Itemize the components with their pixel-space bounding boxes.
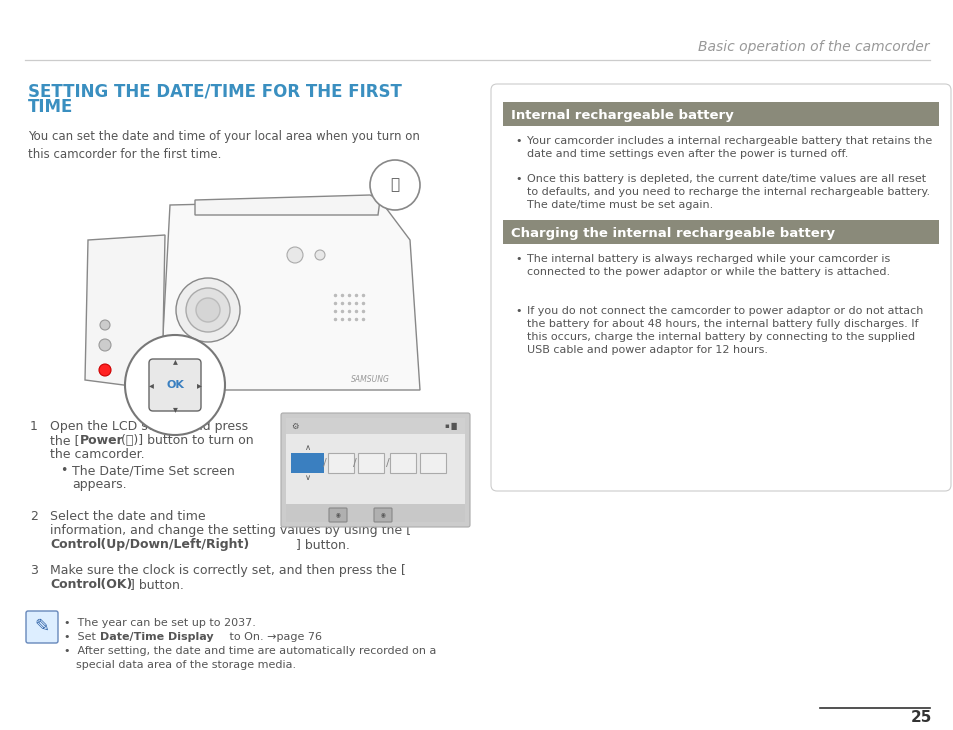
Text: USB cable and power adaptor for 12 hours.: USB cable and power adaptor for 12 hours…: [526, 345, 767, 355]
Circle shape: [99, 339, 111, 351]
Bar: [502, 220, 938, 244]
Text: date and time settings even after the power is turned off.: date and time settings even after the po…: [526, 149, 847, 159]
Text: ▸: ▸: [196, 380, 201, 390]
Text: SETTING THE DATE/TIME FOR THE FIRST: SETTING THE DATE/TIME FOR THE FIRST: [28, 82, 401, 100]
Text: If you do not connect the camcorder to power adaptor or do not attach: If you do not connect the camcorder to p…: [526, 306, 923, 316]
Text: •  The year can be set up to 2037.: • The year can be set up to 2037.: [64, 618, 255, 628]
Text: Basic operation of the camcorder: Basic operation of the camcorder: [698, 40, 929, 54]
Bar: [286, 418, 464, 434]
Circle shape: [287, 247, 303, 263]
Circle shape: [314, 250, 325, 260]
Text: OK: OK: [166, 380, 184, 390]
Text: connected to the power adaptor or while the battery is attached.: connected to the power adaptor or while …: [526, 267, 889, 277]
Text: special data area of the storage media.: special data area of the storage media.: [76, 660, 295, 670]
Text: TIME: TIME: [28, 98, 73, 116]
Text: the battery for about 48 hours, the internal battery fully discharges. If: the battery for about 48 hours, the inte…: [526, 319, 918, 329]
Text: •  After setting, the date and time are automatically recorded on a: • After setting, the date and time are a…: [64, 646, 436, 656]
Text: ∨: ∨: [304, 474, 311, 483]
Text: Once this battery is depleted, the current date/time values are all reset: Once this battery is depleted, the curre…: [526, 174, 925, 184]
Bar: [328, 453, 354, 473]
Text: ◉: ◉: [335, 512, 340, 518]
Polygon shape: [85, 235, 165, 390]
Text: this occurs, charge the internal battery by connecting to the supplied: this occurs, charge the internal battery…: [526, 332, 914, 342]
Circle shape: [370, 160, 419, 210]
Text: Select the date and time: Select the date and time: [50, 510, 206, 523]
Text: (Up/Down/Left/Right): (Up/Down/Left/Right): [96, 538, 249, 551]
Text: to defaults, and you need to recharge the internal rechargeable battery.: to defaults, and you need to recharge th…: [526, 187, 929, 197]
Circle shape: [100, 320, 110, 330]
Text: •: •: [60, 464, 68, 477]
Bar: [419, 453, 446, 473]
Bar: [291, 453, 324, 473]
Text: 1: 1: [30, 420, 38, 433]
Text: 25: 25: [910, 710, 931, 726]
Text: Open the LCD screen and press: Open the LCD screen and press: [50, 420, 248, 433]
Text: ◉: ◉: [380, 512, 385, 518]
Text: ∧: ∧: [304, 444, 311, 453]
Text: 3: 3: [30, 564, 38, 577]
Text: Make sure the clock is correctly set, and then press the [: Make sure the clock is correctly set, an…: [50, 564, 405, 577]
Text: appears.: appears.: [71, 478, 127, 491]
Text: You can set the date and time of your local area when you turn on
this camcorder: You can set the date and time of your lo…: [28, 130, 419, 161]
Text: 2: 2: [30, 510, 38, 523]
Text: Control: Control: [50, 578, 101, 591]
Text: SAMSUNG: SAMSUNG: [351, 375, 390, 385]
Circle shape: [99, 364, 111, 376]
Text: the camcorder.: the camcorder.: [50, 448, 145, 461]
Bar: [502, 102, 938, 126]
Text: Power: Power: [80, 434, 124, 447]
Text: ▾: ▾: [172, 404, 177, 414]
Bar: [286, 418, 464, 522]
Text: Internal rechargeable battery: Internal rechargeable battery: [511, 109, 733, 121]
Text: Control: Control: [50, 538, 101, 551]
Text: /: /: [386, 458, 390, 468]
Text: ⏻: ⏻: [390, 177, 399, 193]
Text: (OK): (OK): [96, 578, 132, 591]
Circle shape: [125, 335, 225, 435]
FancyBboxPatch shape: [281, 413, 470, 527]
Text: ▴: ▴: [172, 356, 177, 366]
Text: ] button.: ] button.: [130, 578, 184, 591]
Polygon shape: [194, 195, 379, 215]
Polygon shape: [160, 200, 419, 390]
Text: The Date/Time Set screen: The Date/Time Set screen: [71, 464, 234, 477]
Text: •: •: [515, 306, 521, 316]
Text: to On. →page 76: to On. →page 76: [226, 632, 322, 642]
FancyBboxPatch shape: [374, 508, 392, 522]
FancyBboxPatch shape: [491, 84, 950, 491]
Text: (ⓤ)] button to turn on: (ⓤ)] button to turn on: [117, 434, 253, 447]
Text: ▪▐▌: ▪▐▌: [444, 423, 459, 429]
Text: •: •: [515, 174, 521, 184]
Text: Charging the internal rechargeable battery: Charging the internal rechargeable batte…: [511, 226, 834, 239]
Text: information, and change the setting values by using the [: information, and change the setting valu…: [50, 524, 411, 537]
Text: ] button.: ] button.: [295, 538, 350, 551]
FancyBboxPatch shape: [26, 611, 58, 643]
FancyBboxPatch shape: [149, 359, 201, 411]
Text: •  Set: • Set: [64, 632, 99, 642]
Circle shape: [186, 288, 230, 332]
Text: The date/time must be set again.: The date/time must be set again.: [526, 200, 713, 210]
Bar: [357, 453, 384, 473]
Text: ⚙: ⚙: [291, 421, 298, 431]
Text: The internal battery is always recharged while your camcorder is: The internal battery is always recharged…: [526, 254, 889, 264]
FancyBboxPatch shape: [329, 508, 347, 522]
Circle shape: [195, 298, 220, 322]
Text: ◂: ◂: [149, 380, 153, 390]
Circle shape: [175, 278, 240, 342]
Text: Date/Time Display: Date/Time Display: [100, 632, 213, 642]
Text: •: •: [515, 136, 521, 146]
Text: Your camcorder includes a internal rechargeable battery that retains the: Your camcorder includes a internal recha…: [526, 136, 931, 146]
Text: /: /: [353, 458, 356, 468]
Bar: [390, 453, 416, 473]
Text: /: /: [323, 458, 327, 468]
Text: ✎: ✎: [34, 618, 50, 636]
Text: •: •: [515, 254, 521, 264]
Bar: [286, 504, 464, 522]
Text: the [: the [: [50, 434, 79, 447]
